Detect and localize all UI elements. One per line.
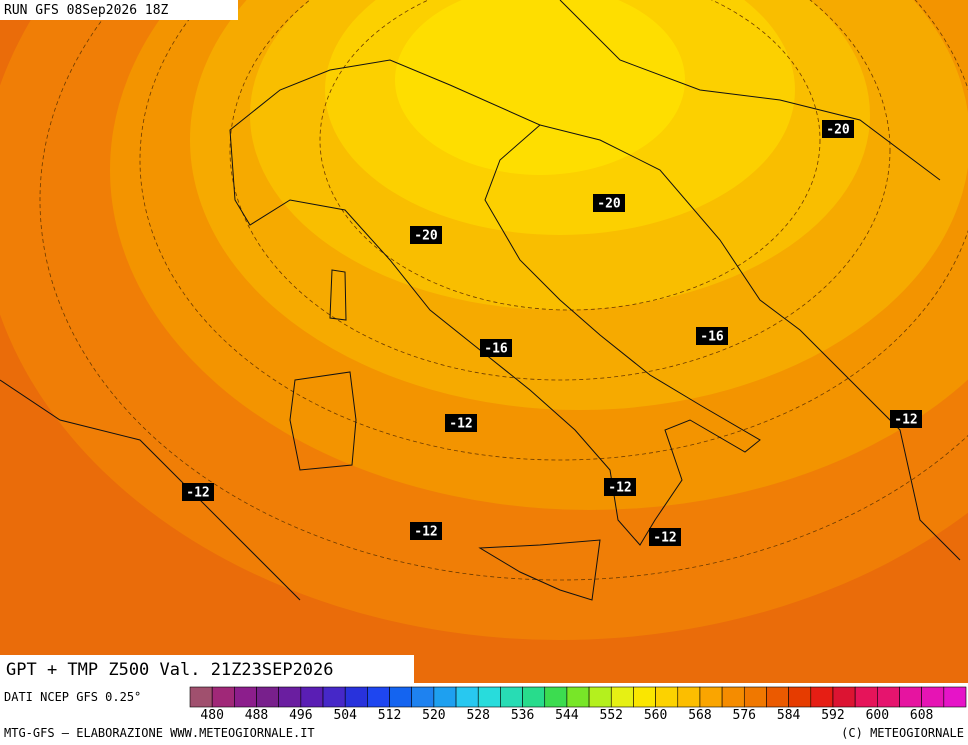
colorbar-label: 480 [200, 708, 223, 723]
contour-label-box [410, 226, 442, 244]
colorbar-cell [633, 686, 656, 708]
colorbar-cell [832, 686, 856, 708]
colorbar-label: 536 [511, 708, 534, 723]
contour-label-box [480, 339, 512, 357]
coastlines [0, 0, 961, 601]
contour-label: -12 [608, 481, 631, 496]
contour-label: -12 [414, 525, 437, 540]
contour-label-box [593, 194, 625, 212]
colorbar-cell [256, 686, 279, 708]
colorbar-cell [455, 686, 479, 708]
colorbar-cell [721, 686, 745, 708]
colorbar-label: 496 [289, 708, 312, 723]
colorbar-cell [367, 686, 390, 708]
colorbar-cell [433, 686, 457, 708]
contour-label: -20 [826, 123, 850, 138]
colorbar-label: 544 [555, 708, 579, 723]
colorbar-cell [500, 686, 523, 708]
colorbar-label: 528 [466, 708, 489, 723]
contour-label: -12 [449, 417, 472, 432]
colorbar-cell [544, 686, 568, 708]
colorbar-cell [300, 686, 324, 708]
map-title: GPT + TMP Z500 Val. 21Z23SEP2026 [6, 660, 334, 680]
colorbar-cell [389, 686, 413, 708]
colorbar-label: 568 [688, 708, 711, 723]
colorbar-cell [743, 686, 767, 708]
contour-label: -20 [597, 197, 621, 212]
contour-label-box [822, 120, 854, 138]
field [0, 0, 968, 683]
source-label: DATI NCEP GFS 0.25° [4, 690, 141, 704]
colorbar-cell [344, 686, 368, 708]
colorbar-cell [810, 686, 834, 708]
colorbar-cell [677, 686, 701, 708]
contour-label-box [410, 522, 442, 540]
colorbar-cell [788, 686, 812, 708]
title-box [0, 655, 414, 683]
colorbar-label: 600 [866, 708, 889, 723]
colorbar-cell [854, 686, 878, 708]
colorbar-cell [943, 686, 967, 708]
contour-label-box [182, 483, 214, 501]
run-label: RUN GFS 08Sep2026 18Z [4, 3, 169, 18]
colorbar-label: 552 [600, 708, 623, 723]
colorbar-cell [189, 686, 213, 708]
colorbar-label: 504 [333, 708, 357, 723]
colorbar-label: 512 [378, 708, 401, 723]
contours [39, 0, 968, 581]
colorbar-cell [899, 686, 922, 708]
colorbar-cell [234, 686, 257, 708]
colorbar-cell [766, 686, 789, 708]
colorbar-cell [655, 686, 679, 708]
colorbar-cell [566, 686, 590, 708]
contour-label: -12 [894, 413, 917, 428]
colorbar-cell [211, 686, 235, 708]
colorbar-label: 576 [733, 708, 756, 723]
colorbar-cell [877, 686, 900, 708]
colorbar-cell [921, 686, 945, 708]
contour-label: -12 [186, 486, 209, 501]
contour-label-box [890, 410, 922, 428]
colorbar-label: 520 [422, 708, 445, 723]
contour-label: -16 [700, 330, 724, 345]
copyright-label: (C) METEOGIORNALE [841, 726, 964, 740]
credit-label: MTG-GFS — ELABORAZIONE WWW.METEOGIORNALE… [4, 726, 315, 740]
contour-label-box [604, 478, 636, 496]
colorbar-label: 592 [821, 708, 844, 723]
contour-label-box [696, 327, 728, 345]
colorbar-label: 608 [910, 708, 933, 723]
header-box [0, 0, 238, 20]
colorbar-cell [411, 686, 435, 708]
contour-label: -20 [414, 229, 438, 244]
colorbar-label: 488 [245, 708, 268, 723]
colorbar-cell [522, 686, 546, 708]
contour-label: -16 [484, 342, 508, 357]
contour-label-box [445, 414, 477, 432]
colorbar-cell [322, 686, 346, 708]
contour-label-box [649, 528, 681, 546]
colorbar-cell [278, 686, 302, 708]
contour-label: -12 [653, 531, 676, 546]
colorbar-label: 560 [644, 708, 667, 723]
colorbar-cell [699, 686, 723, 708]
colorbar-label: 584 [777, 708, 801, 723]
colorbar-cell [477, 686, 501, 708]
colorbar-cell [588, 686, 612, 708]
colorbar-cell [610, 686, 634, 708]
